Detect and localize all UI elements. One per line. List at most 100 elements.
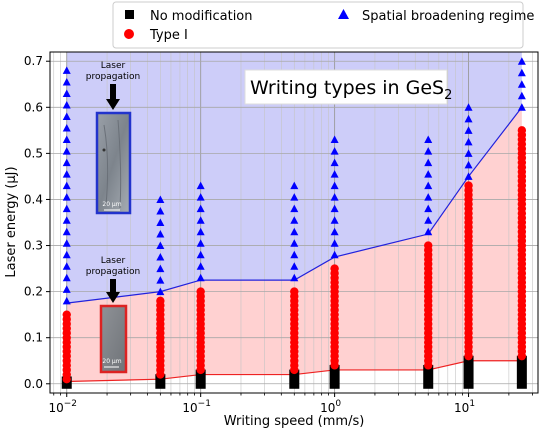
- inset-spatial-micrograph: Laser propagation 20 μm: [86, 61, 140, 215]
- spatial-marker: [290, 227, 299, 236]
- spatial-marker: [156, 287, 165, 296]
- spatial-marker: [62, 204, 71, 213]
- spatial-marker: [156, 206, 165, 215]
- spatial-marker: [290, 181, 299, 190]
- spatial-marker: [196, 227, 205, 236]
- spatial-marker: [62, 77, 71, 86]
- legend-spatial-marker: [338, 9, 349, 19]
- spatial-marker: [517, 68, 526, 77]
- type1-marker: [196, 287, 205, 296]
- boundary-no-mod-type1: [66, 360, 522, 383]
- y-tick-label: 0.4: [24, 192, 43, 206]
- annotation-box: Writing types in GeS2: [244, 69, 452, 105]
- annotation-text: Writing types in GeS: [250, 77, 444, 99]
- inset1-image: [95, 111, 132, 215]
- type1-marker: [517, 126, 527, 135]
- legend-no-mod-label: No modification: [150, 9, 253, 24]
- spatial-marker: [517, 57, 526, 65]
- no-mod-marker: [195, 369, 206, 389]
- annotation-subscript: 2: [444, 88, 452, 103]
- no-mod-marker: [289, 369, 300, 389]
- y-tick-label: 0.5: [24, 146, 43, 160]
- type1-marker: [424, 241, 433, 250]
- y-tick-label: 0.0: [24, 377, 43, 391]
- spatial-marker: [62, 147, 71, 155]
- spatial-marker: [424, 170, 433, 178]
- x-axis-label: Writing speed (mm/s): [224, 414, 365, 429]
- inset2-label-line2: propagation: [86, 267, 140, 277]
- spatial-marker: [156, 218, 165, 226]
- spatial-marker: [196, 204, 205, 213]
- spatial-marker: [196, 181, 205, 190]
- spatial-marker: [424, 227, 433, 236]
- spatial-marker: [424, 193, 433, 201]
- spatial-marker: [330, 147, 339, 155]
- spatial-marker: [424, 135, 433, 144]
- spatial-marker: [464, 172, 473, 180]
- data-markers: [61, 57, 527, 389]
- type1-marker: [156, 296, 165, 306]
- spatial-marker: [156, 253, 165, 261]
- spatial-marker: [196, 273, 205, 282]
- inset1-label-line1: Laser: [101, 61, 126, 71]
- spatial-marker: [517, 103, 526, 111]
- legend: No modification Type I Spatial broadenin…: [112, 1, 534, 49]
- spatial-marker: [464, 103, 473, 111]
- spatial-marker: [464, 114, 473, 123]
- spatial-marker: [330, 181, 339, 190]
- spatial-marker: [62, 239, 71, 247]
- spatial-marker: [196, 193, 205, 201]
- svg-text:Writing types in GeS2: Writing types in GeS2: [250, 77, 452, 103]
- x-tick-label: 10−1: [182, 399, 211, 415]
- inset2-scale-label: 20 μm: [102, 358, 121, 365]
- y-tick-label: 0.7: [24, 54, 43, 68]
- spatial-marker: [196, 239, 205, 247]
- no-mod-marker: [329, 364, 340, 389]
- type1-marker: [464, 181, 473, 190]
- spatial-marker: [62, 216, 71, 224]
- spatial-marker: [424, 216, 433, 224]
- inset-type1-micrograph: Laser propagation 20 μm: [86, 256, 140, 374]
- spatial-marker: [62, 273, 71, 282]
- legend-type1-marker: [124, 29, 134, 39]
- no-mod-marker: [155, 374, 166, 389]
- spatial-marker: [290, 204, 299, 213]
- legend-spatial-label: Spatial broadening regime: [362, 9, 534, 24]
- spatial-marker: [330, 170, 339, 178]
- y-tick-label: 0.1: [24, 331, 43, 345]
- spatial-marker: [330, 135, 339, 144]
- spatial-marker: [62, 296, 71, 305]
- spatial-marker: [62, 250, 71, 259]
- spatial-marker: [62, 193, 71, 201]
- spatial-marker: [424, 181, 433, 190]
- type1-marker: [290, 287, 299, 296]
- spatial-marker: [156, 241, 165, 250]
- spatial-marker: [330, 239, 339, 247]
- spatial-marker: [424, 158, 433, 167]
- y-tick-label: 0.6: [24, 100, 43, 114]
- spatial-marker: [290, 273, 299, 282]
- spatial-marker: [464, 160, 473, 169]
- spatial-marker: [290, 262, 299, 270]
- spatial-marker: [156, 195, 165, 203]
- legend-type1-label: Type I: [149, 28, 188, 43]
- spatial-marker: [156, 230, 165, 238]
- legend-frame: [112, 1, 524, 49]
- x-tick-label: 100: [320, 399, 341, 415]
- spatial-marker: [196, 216, 205, 224]
- spatial-marker: [62, 262, 71, 270]
- inset2-label-line1: Laser: [101, 256, 126, 266]
- spatial-marker: [424, 204, 433, 213]
- spatial-marker: [62, 66, 71, 74]
- spatial-marker: [62, 112, 71, 121]
- y-axis-label: Laser energy (μJ): [4, 166, 19, 277]
- spatial-marker: [424, 147, 433, 155]
- spatial-marker: [62, 124, 71, 132]
- inset1-arrow-icon: [106, 84, 120, 110]
- spatial-marker: [330, 204, 339, 213]
- spatial-marker: [196, 250, 205, 259]
- spatial-marker: [156, 264, 165, 273]
- boundary-type1-spatial: [66, 106, 523, 304]
- spatial-marker: [517, 91, 526, 100]
